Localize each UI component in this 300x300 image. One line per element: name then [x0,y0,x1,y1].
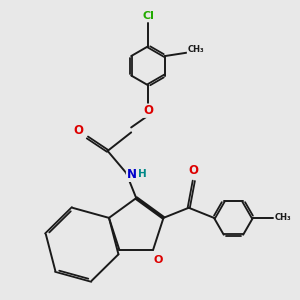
Text: O: O [143,104,153,117]
Text: CH₃: CH₃ [188,45,204,54]
Text: O: O [74,124,83,137]
Text: CH₃: CH₃ [275,213,291,222]
Text: O: O [153,255,163,265]
Text: N: N [127,168,136,181]
Text: H: H [138,169,146,179]
Text: Cl: Cl [142,11,154,21]
Text: O: O [189,164,199,177]
